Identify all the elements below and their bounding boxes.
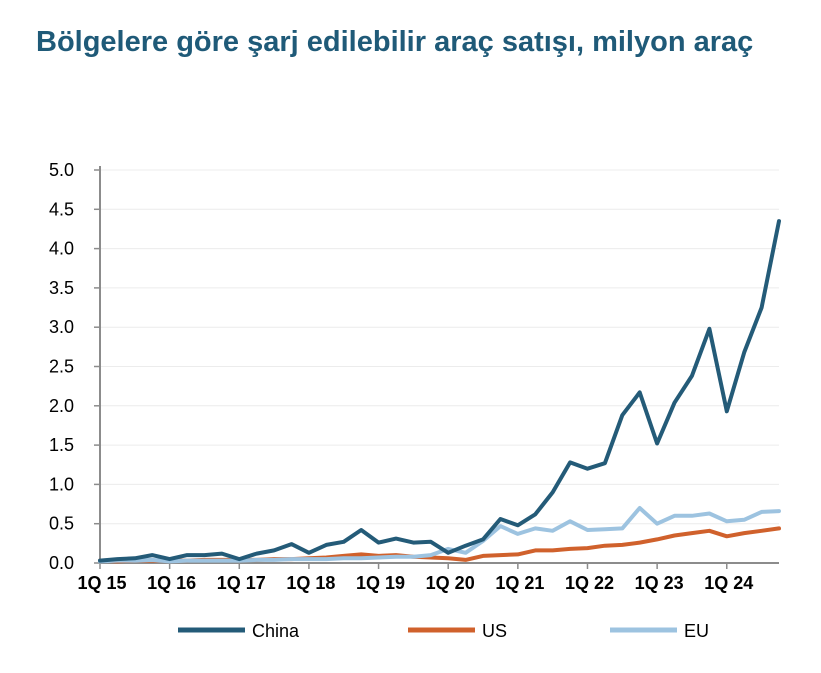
y-tick-label: 0.0	[49, 553, 74, 573]
legend-label-eu: EU	[684, 621, 709, 641]
y-tick-label: 3.0	[49, 317, 74, 337]
y-tick-label: 2.5	[49, 357, 74, 377]
x-tick-label: 1Q 20	[426, 573, 475, 593]
y-tick-label: 1.0	[49, 474, 74, 494]
y-tick-label: 0.5	[49, 514, 74, 534]
x-tick-label: 1Q 23	[635, 573, 684, 593]
series-line-eu	[98, 506, 781, 564]
legend-label-us: US	[482, 621, 507, 641]
y-tick-label: 5.0	[49, 160, 74, 180]
x-tick-label: 1Q 18	[286, 573, 335, 593]
series-line-china	[98, 219, 781, 563]
x-tick-label: 1Q 21	[495, 573, 544, 593]
x-tick-label: 1Q 17	[217, 573, 266, 593]
x-tick-label: 1Q 22	[565, 573, 614, 593]
x-tick-label: 1Q 15	[77, 573, 126, 593]
y-tick-label: 1.5	[49, 435, 74, 455]
y-tick-label: 4.5	[49, 199, 74, 219]
y-tick-label: 4.0	[49, 239, 74, 259]
y-tick-label: 3.5	[49, 278, 74, 298]
x-tick-label: 1Q 19	[356, 573, 405, 593]
y-tick-label: 2.0	[49, 396, 74, 416]
x-tick-label: 1Q 24	[704, 573, 753, 593]
x-tick-label: 1Q 16	[147, 573, 196, 593]
legend-label-china: China	[252, 621, 300, 641]
chart-title: Bölgelere göre şarj edilebilir araç satı…	[36, 26, 754, 58]
